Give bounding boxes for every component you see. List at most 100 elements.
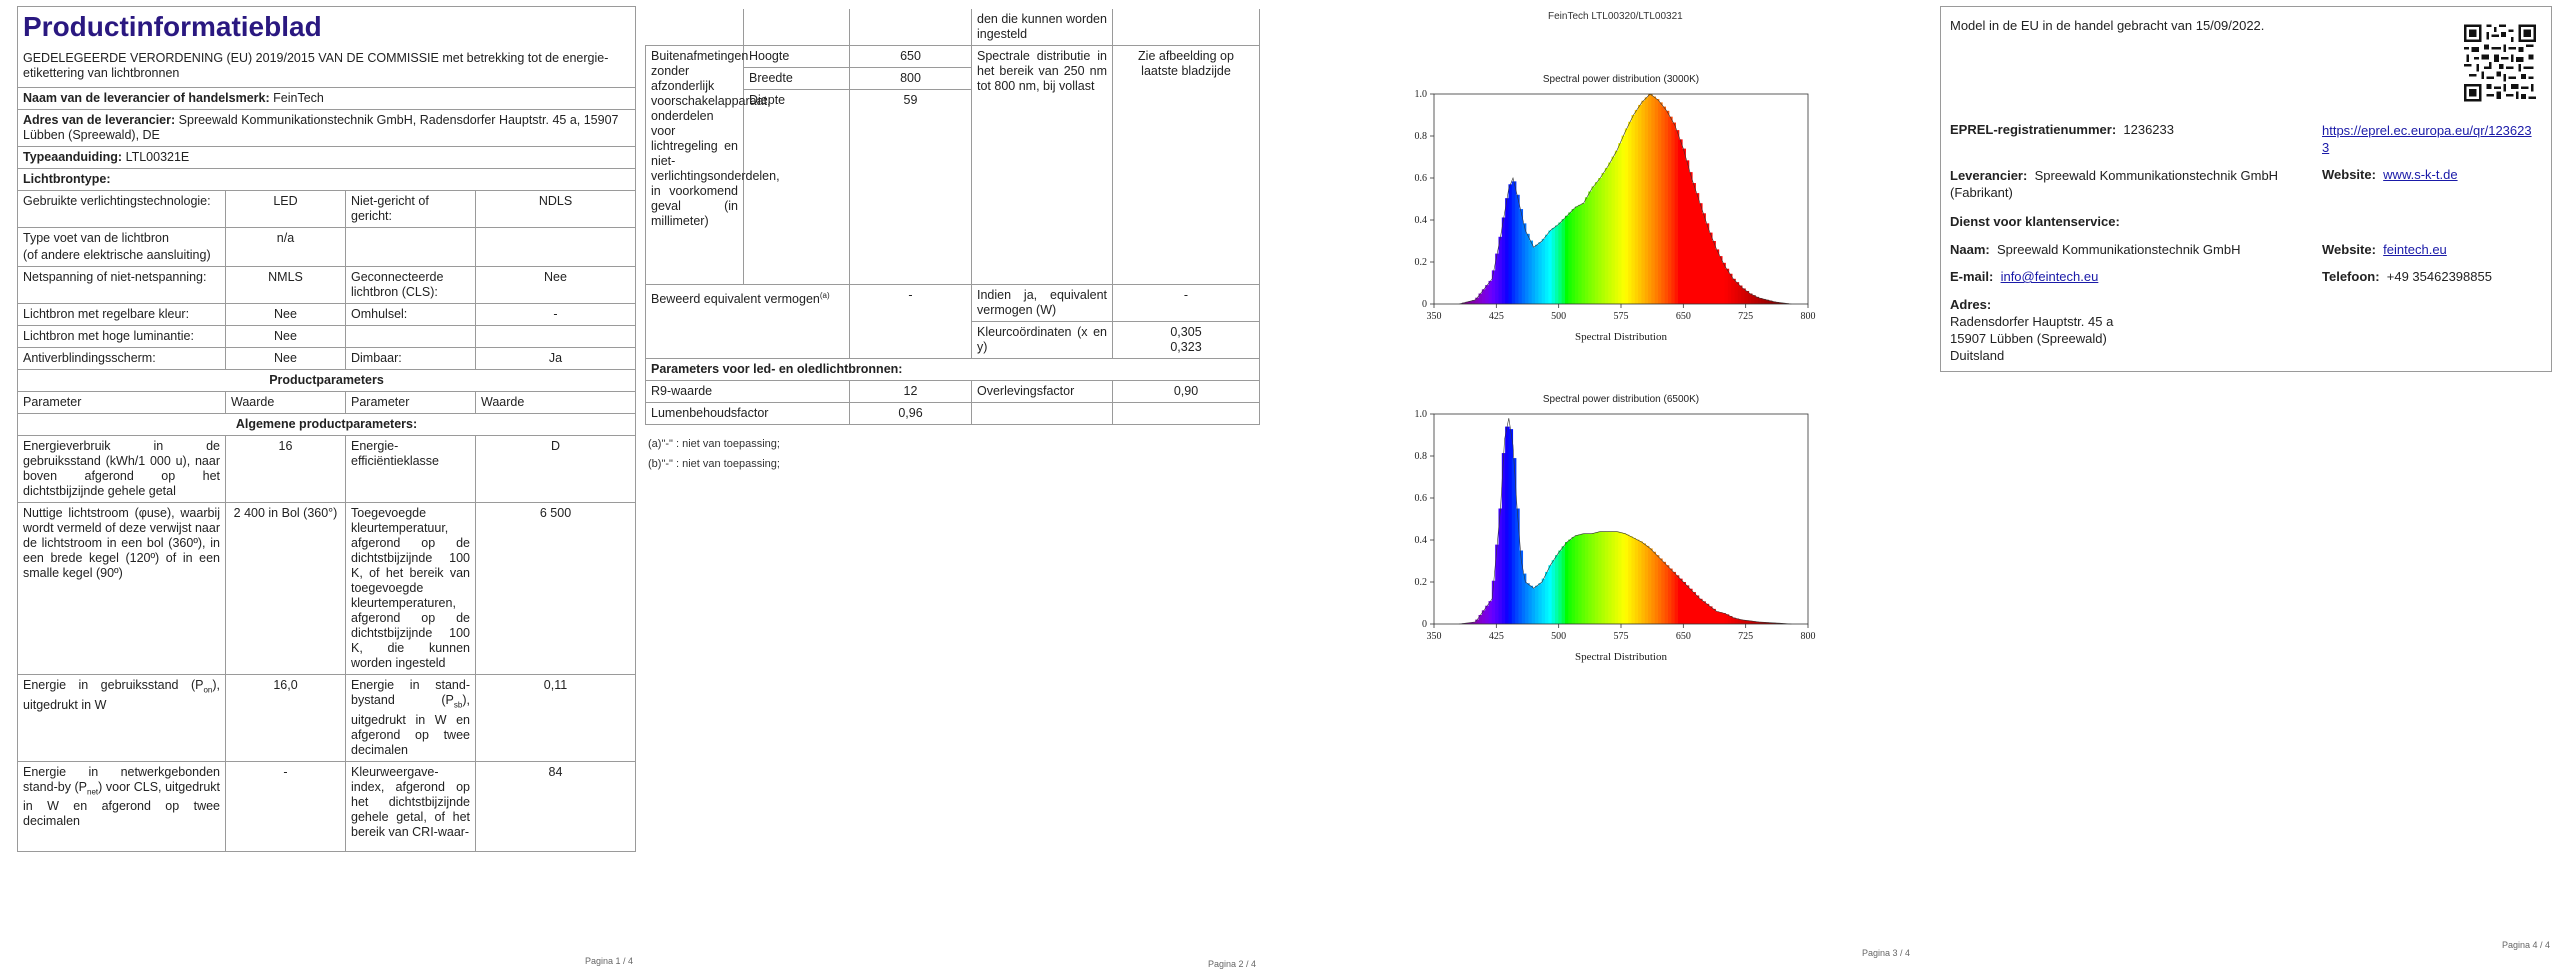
spectrum-bar (1551, 227, 1557, 304)
table-row: Nuttige lichtstroom (φuse), waarbij word… (17, 502, 636, 675)
table-row: Lichtbron met regelbare kleur: Nee Omhul… (17, 303, 636, 326)
website-link[interactable]: www.s-k-t.de (2383, 167, 2458, 182)
subscript: sb (453, 700, 463, 710)
spectrum-bar (1711, 608, 1716, 624)
spectrum-bar (1671, 571, 1676, 624)
spectrum-bar (1628, 121, 1633, 304)
lightsource-type-heading: Lichtbrontype: (17, 168, 636, 191)
table-row: Beweerd equivalent vermogen(a) - Indien … (645, 284, 1260, 359)
spectrum-bar (1684, 160, 1690, 304)
superscript: (a) (819, 291, 830, 300)
cell-value: 0,96 (849, 402, 972, 425)
spectrum-bar (1757, 298, 1763, 304)
spectrum-bar (1747, 293, 1753, 304)
spectrum-bar (1641, 100, 1647, 304)
spectrum-bar (1614, 531, 1620, 624)
spectrum-bar (1731, 617, 1736, 624)
y-tick-label: 0.2 (1415, 577, 1428, 588)
spectrum-bar (1674, 130, 1680, 304)
email-label: E-mail: (1950, 269, 1994, 284)
spectrum-bar (1485, 605, 1490, 624)
spectrum-bar (1668, 116, 1673, 305)
address-label: Adres: (1950, 297, 1992, 312)
spectrum-bar (1761, 298, 1766, 304)
cell-value: 16 (225, 435, 346, 503)
eprel-link[interactable]: https://eprel.ec.europa.eu/qr/1236233 (2322, 123, 2532, 155)
spectrum-bar (1548, 565, 1553, 624)
website2-link[interactable]: feintech.eu (2383, 242, 2447, 257)
eprel-number: 1236233 (2123, 122, 2175, 137)
spectrum-bar (1687, 172, 1693, 304)
claimed-power-label: Beweerd equivalent vermogen(a) (645, 284, 850, 359)
cell-value: 12 (849, 380, 972, 403)
spectrum-bar (1654, 99, 1660, 304)
email-row: E-mail: info@feintech.eu (1950, 269, 2098, 284)
spectrum-bar (1651, 551, 1657, 624)
spectrum-bar (1661, 106, 1666, 304)
cell-value: Ja (475, 347, 636, 370)
spectrum-bar (1495, 253, 1500, 304)
subscript: net (87, 787, 99, 796)
spectrum-bar (1584, 533, 1590, 624)
text-part: ), uitgedrukt in W en afgerond op twee d… (351, 693, 470, 757)
spectrum-bar (1535, 244, 1540, 304)
supplier-address-label: Adres van de leverancier: (23, 113, 176, 127)
spectrum-bar (1561, 219, 1567, 304)
spectrum-bar (1548, 230, 1553, 304)
y-tick-label: 0.4 (1415, 535, 1428, 546)
text-part: Energie in stand-bystand (P (351, 678, 470, 707)
spectrum-bar (1521, 573, 1527, 624)
cell-label: Overlevingsfactor (971, 380, 1113, 403)
dimensions-label: Buitenafmetingen zonder afzonderlijk voo… (645, 45, 780, 285)
cell-value: 6 500 (475, 502, 636, 675)
spectrum-bar (1701, 213, 1706, 304)
spectrum-bar (1538, 242, 1543, 304)
y-tick-label: 0.2 (1415, 257, 1428, 268)
spectrum-bar (1518, 209, 1524, 304)
spectrum-bar (1618, 143, 1623, 304)
column-header: Waarde (475, 391, 636, 414)
supplier-row: Leverancier: Spreewald Kommunikationstec… (1950, 167, 2310, 201)
cell-empty (345, 227, 476, 267)
eprel-row: EPREL-registratienummer: 1236233 (1950, 122, 2174, 137)
spectrum-outline (1458, 93, 1792, 305)
spectrum-bar (1774, 302, 1780, 304)
text-part: ), uitgedrukt in W (23, 678, 220, 712)
y-tick-label: 0.6 (1415, 173, 1428, 184)
chroma-y: 0,323 (1170, 340, 1202, 354)
table-row: Energie in netwerkgebonden stand-by (Pne… (17, 760, 636, 852)
spectrum-bar (1624, 534, 1630, 624)
spectrum-bar (1594, 532, 1600, 624)
spectral-value: Zie afbeelding op laatste bladzijde (1112, 45, 1260, 285)
spectrum-bar (1461, 302, 1467, 304)
spectrum-bar (1498, 508, 1504, 624)
spectrum-bar (1644, 545, 1650, 624)
email-link[interactable]: info@feintech.eu (2000, 269, 2099, 284)
spectrum-bar (1658, 558, 1663, 624)
spectrum-bar (1468, 622, 1474, 624)
cell-label: Toegevoegde kleurtemperatuur, afgerond o… (345, 502, 476, 675)
spectrum-bar (1744, 290, 1750, 304)
dim-key: Hoogte (743, 45, 850, 68)
supplier-label: Leverancier: (1950, 168, 2028, 183)
spectrum-bar (1638, 541, 1643, 624)
x-axis-label: Spectral Distribution (1575, 651, 1667, 663)
spectrum-bar (1634, 539, 1640, 624)
spectrum-bar (1591, 186, 1597, 304)
cell-label: Gebruikte verlichtingstechnologie: (17, 190, 226, 228)
spectrum-bar (1634, 109, 1640, 305)
spectrum-bar (1621, 135, 1627, 304)
spectrum-bar (1574, 206, 1580, 304)
cell-value: D (475, 435, 636, 503)
x-tick-label: 575 (1614, 631, 1629, 642)
cell-empty (1112, 9, 1260, 46)
page-number: Pagina 2 / 4 (1208, 959, 1257, 969)
chart-title: Spectral power distribution (3000K) (1543, 74, 1699, 85)
cell-label: Geconnecteerde lichtbron (CLS): (345, 266, 476, 304)
spectrum-bar (1631, 537, 1637, 624)
page3-header: FeinTech LTL00320/LTL00321 (1548, 11, 1683, 22)
equiv-power-value: - (1112, 284, 1260, 322)
table-row: Kleurcoördinaten (x en y) 0,305 0,323 (646, 321, 1260, 359)
chroma-value: 0,305 0,323 (1112, 321, 1260, 359)
dim-key: Breedte (743, 67, 850, 90)
